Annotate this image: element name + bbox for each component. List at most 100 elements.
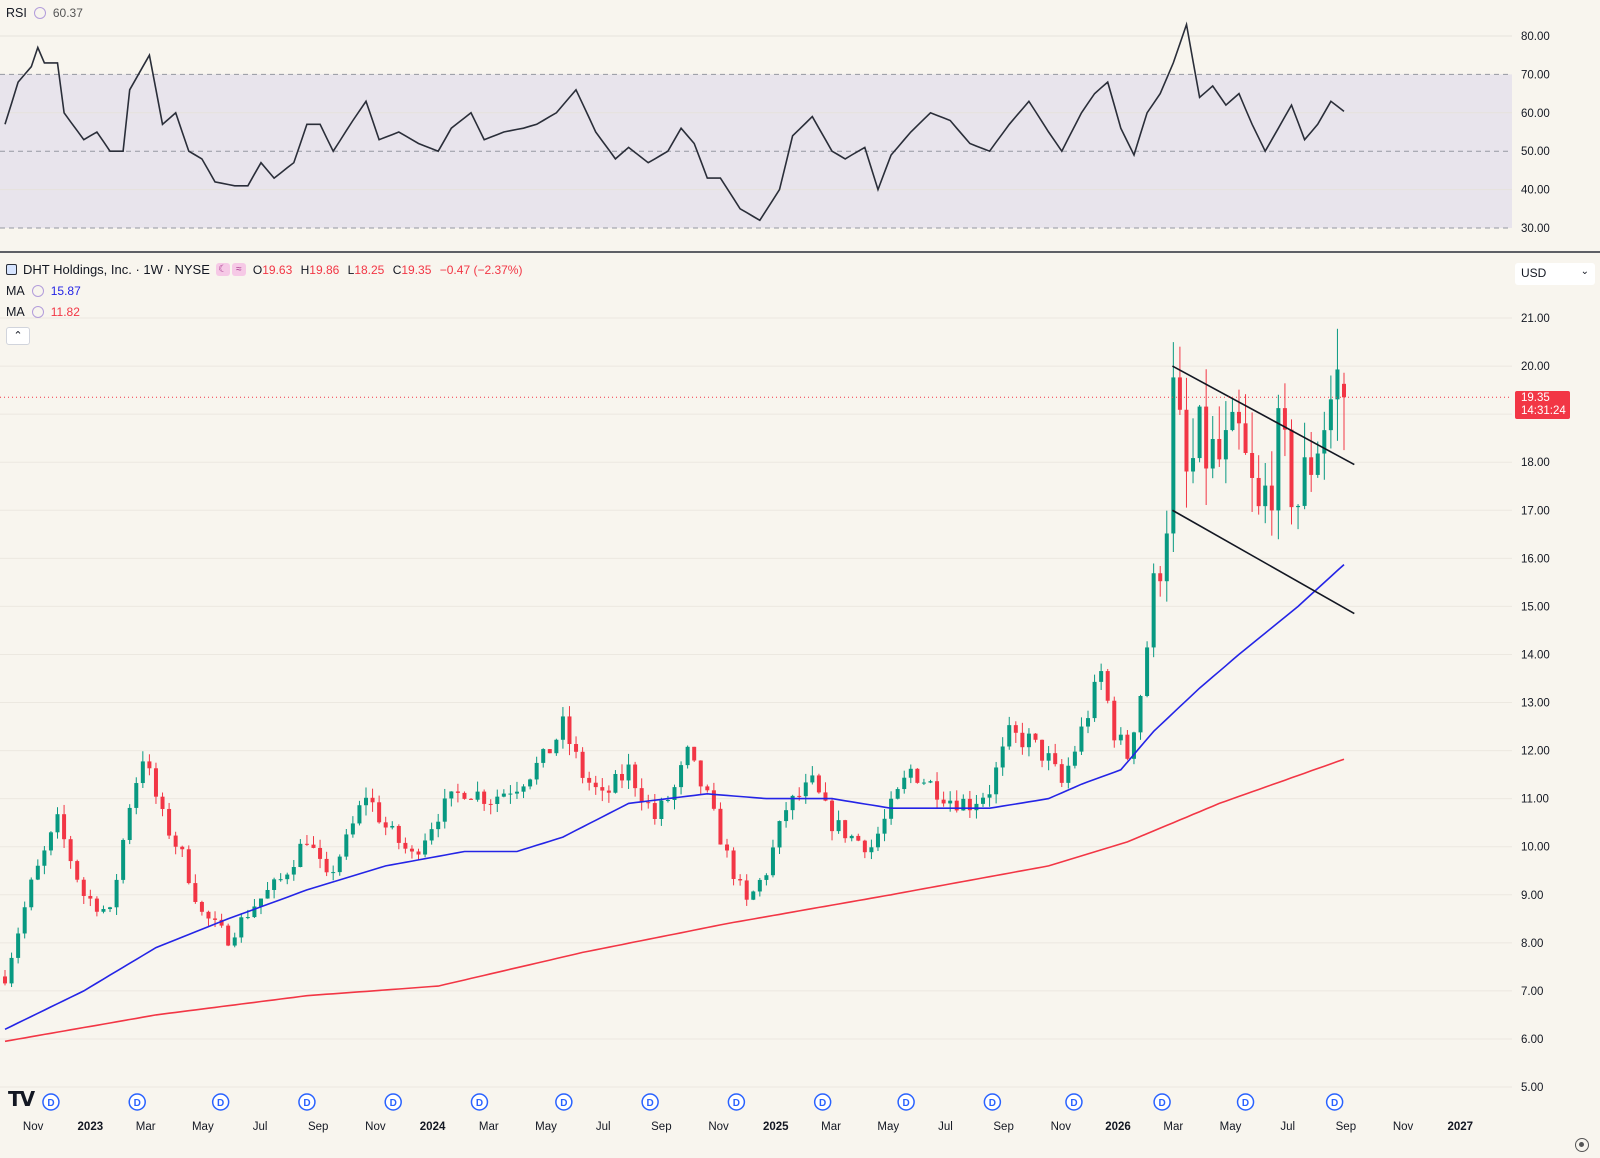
candle (895, 787, 900, 800)
candle-body (692, 746, 697, 761)
dividend-marker: D (641, 1093, 659, 1111)
settings-swirl-icon[interactable] (33, 7, 46, 19)
candle (1105, 668, 1110, 704)
candle (127, 804, 132, 845)
candle (377, 795, 382, 824)
price-tick-label: 8.00 (1521, 938, 1543, 950)
dividend-marker: D (813, 1093, 832, 1111)
candle (1250, 412, 1255, 512)
candle (108, 906, 113, 913)
gear-icon[interactable] (1575, 1138, 1589, 1152)
dividend-label: D (476, 1098, 483, 1109)
candle-body (1086, 718, 1091, 727)
candle (908, 764, 913, 784)
candle (160, 792, 165, 817)
ohlc-values: O19.63 H19.86 L18.25 C19.35 −0.47 (−2.37… (253, 263, 528, 277)
candle-body (862, 840, 867, 853)
candle (331, 865, 336, 881)
ma-legend-fast[interactable]: MA 15.87 (6, 284, 81, 298)
candle (639, 778, 644, 811)
candle-body (738, 879, 743, 881)
collapse-legend-button[interactable]: ⌃ (6, 327, 30, 345)
candle (350, 816, 355, 838)
candle (1151, 563, 1156, 658)
candle (1210, 416, 1215, 479)
wave-icon: ≈ (231, 263, 246, 276)
dividend-icon (1065, 1093, 1083, 1111)
candle-body (167, 808, 172, 836)
time-tick-label: Jul (938, 1121, 953, 1133)
candle (902, 770, 907, 794)
candle-body (508, 793, 513, 795)
ma-legend-slow[interactable]: MA 11.82 (6, 305, 80, 319)
dividend-marker: D (384, 1093, 402, 1111)
dividend-label: D (989, 1098, 996, 1109)
trendline (1172, 365, 1355, 466)
candle (600, 778, 605, 802)
candle-body (153, 768, 158, 797)
dividend-label: D (390, 1098, 397, 1109)
candle-body (764, 875, 769, 880)
time-tick-label: Sep (993, 1121, 1013, 1133)
rsi-legend-value: 60.37 (52, 6, 83, 20)
candle (1243, 394, 1248, 455)
time-tick-label: Nov (365, 1121, 386, 1133)
tradingview-logo-icon[interactable]: TV (8, 1087, 35, 1111)
time-tick-label: Mar (821, 1121, 841, 1133)
candle-body (1296, 505, 1301, 508)
candle-body (331, 872, 336, 874)
candle-body (9, 957, 14, 984)
candle-body (1230, 411, 1235, 431)
candle (882, 809, 887, 842)
candle (180, 845, 185, 858)
candle (1269, 451, 1274, 536)
candle-body (383, 822, 388, 828)
candle (659, 797, 664, 826)
currency-select[interactable]: USD ⌄ (1515, 263, 1595, 285)
dividend-marker: D (897, 1093, 915, 1111)
candle-body (679, 765, 684, 788)
candle-body (633, 764, 638, 789)
symbol-header[interactable]: DHT Holdings, Inc. · 1W · NYSE ☾ ≈ O19.6… (6, 262, 527, 277)
candle (442, 788, 447, 829)
candle (357, 800, 362, 826)
candle-body (1171, 377, 1176, 534)
candle (921, 778, 926, 786)
candle (731, 847, 736, 886)
candle (265, 882, 270, 899)
candle (1020, 722, 1025, 755)
candle-body (1033, 733, 1038, 740)
candle (226, 923, 231, 947)
candle (436, 813, 441, 838)
candle (29, 877, 34, 911)
candle (744, 874, 749, 906)
settings-swirl-icon[interactable] (31, 306, 44, 318)
settings-swirl-icon[interactable] (31, 285, 44, 297)
candle-body (816, 775, 821, 793)
rsi-legend[interactable]: RSI 60.37 (6, 6, 83, 20)
candle (652, 793, 657, 825)
candle-body (980, 797, 985, 804)
dividend-label: D (647, 1098, 654, 1109)
candle-body (803, 782, 808, 797)
candle-body (403, 842, 408, 849)
candle-body (488, 803, 493, 805)
candle (62, 804, 67, 848)
time-tick-label: Sep (308, 1121, 328, 1133)
dividend-marker: D (211, 1093, 230, 1111)
candle-body (547, 749, 552, 754)
candle (324, 851, 329, 877)
candle-body (830, 800, 835, 832)
session-badges[interactable]: ☾ ≈ (215, 263, 246, 276)
candle-body (258, 898, 263, 907)
candle (206, 910, 211, 926)
candle (337, 854, 342, 876)
dividend-icon (813, 1093, 832, 1111)
dividend-marker: D (727, 1093, 746, 1111)
time-tick-label: May (1220, 1121, 1242, 1133)
dividend-marker: D (1236, 1093, 1255, 1111)
candle-body (121, 839, 126, 880)
candle-body (1322, 430, 1327, 454)
candle-body (1046, 753, 1051, 761)
